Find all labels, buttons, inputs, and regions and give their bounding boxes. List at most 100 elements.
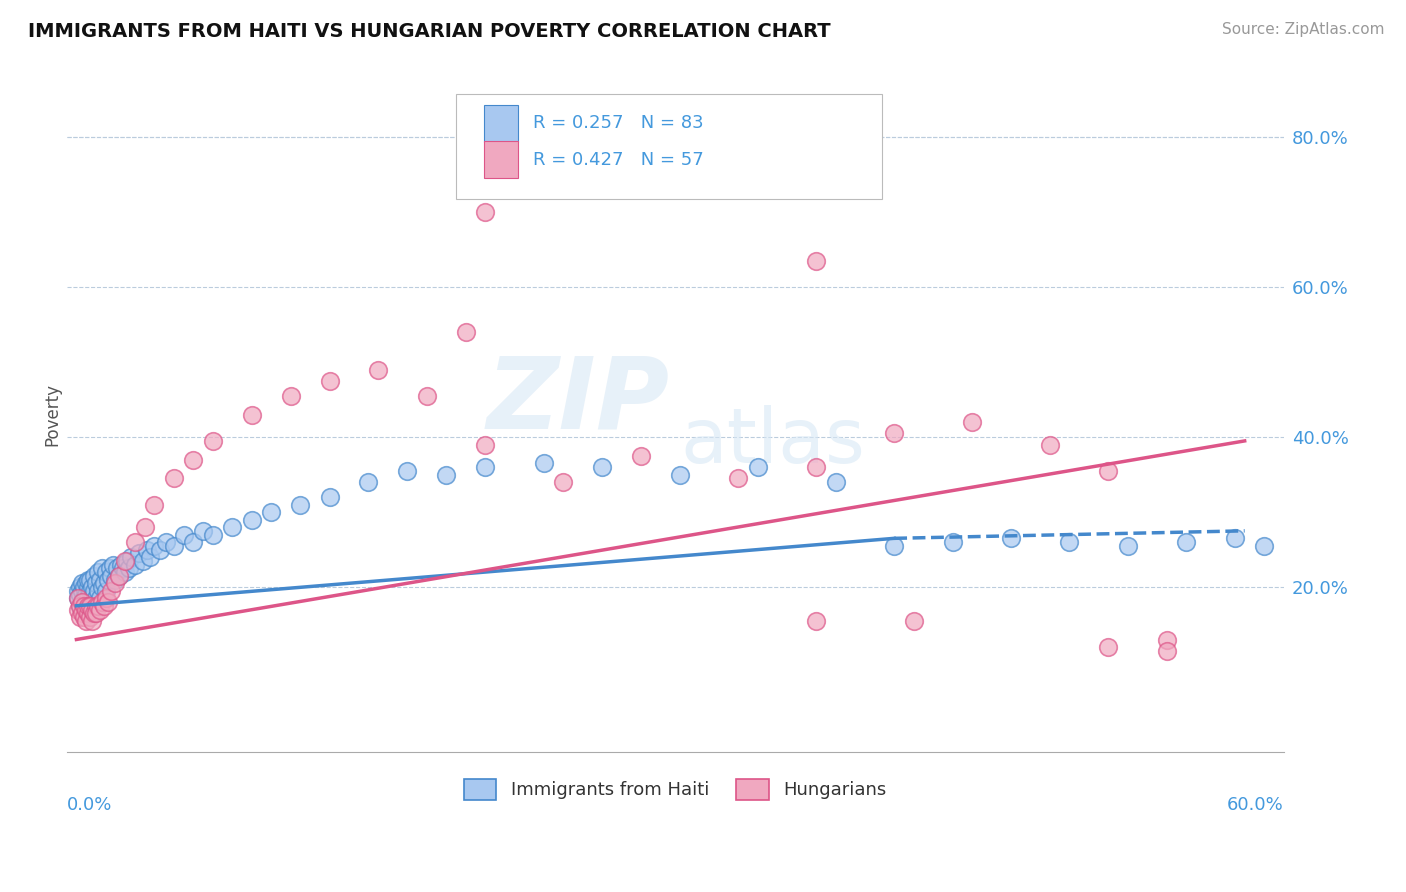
Point [474,205,496,219]
Point [163,539,186,553]
Point [181,535,204,549]
Point [883,539,905,553]
Point [367,362,389,376]
Point [143,498,166,512]
Point [79,599,101,613]
Point [87,599,110,613]
Point [396,464,419,478]
Point [824,475,846,489]
Point [942,535,965,549]
Point [806,460,828,475]
Point [77,573,100,587]
Y-axis label: Poverty: Poverty [44,384,60,446]
Point [89,602,111,616]
Point [80,614,103,628]
Point [128,546,150,560]
Text: atlas: atlas [681,405,865,479]
Point [77,607,100,621]
Point [260,505,283,519]
Point [90,580,112,594]
Point [318,490,340,504]
Point [108,569,131,583]
Point [93,599,115,613]
Point [240,408,263,422]
Point [124,535,146,549]
Point [280,389,302,403]
Point [149,542,172,557]
Text: IMMIGRANTS FROM HAITI VS HUNGARIAN POVERTY CORRELATION CHART: IMMIGRANTS FROM HAITI VS HUNGARIAN POVER… [28,22,831,41]
Point [84,607,107,621]
Point [181,452,204,467]
Point [72,607,94,621]
Point [163,471,186,485]
Point [120,550,142,565]
Point [94,591,117,606]
Point [115,554,138,568]
Text: R = 0.257   N = 83: R = 0.257 N = 83 [533,114,703,132]
FancyBboxPatch shape [456,95,882,199]
Point [806,614,828,628]
Point [90,595,112,609]
Text: 0.0%: 0.0% [66,796,112,814]
Point [1175,535,1198,549]
Point [67,591,90,606]
FancyBboxPatch shape [484,104,519,142]
Point [1097,464,1119,478]
Point [883,426,905,441]
Point [110,558,132,572]
Point [98,561,121,575]
Point [434,467,457,482]
Point [357,475,380,489]
Point [83,607,105,621]
Point [103,558,125,572]
Point [93,576,115,591]
Point [87,565,110,579]
Point [1156,632,1178,647]
Point [73,610,96,624]
Point [72,595,94,609]
Point [100,583,122,598]
Point [73,599,96,613]
Point [84,576,107,591]
Point [77,599,100,613]
Point [104,576,127,591]
Point [806,254,828,268]
Point [72,595,94,609]
Point [90,561,112,575]
Point [131,554,153,568]
Point [201,434,224,448]
Point [83,583,105,598]
Point [73,591,96,606]
Point [1223,532,1246,546]
FancyBboxPatch shape [484,141,519,178]
Point [960,415,983,429]
Point [533,456,555,470]
Point [240,513,263,527]
Point [87,583,110,598]
Point [104,573,127,587]
Point [669,467,692,482]
Point [118,561,141,575]
Point [73,580,96,594]
Point [75,576,97,591]
Point [114,565,136,579]
Point [1116,539,1139,553]
Point [75,614,97,628]
Point [80,591,103,606]
Point [630,449,652,463]
Point [124,558,146,572]
Point [79,610,101,624]
Point [94,565,117,579]
Legend: Immigrants from Haiti, Hungarians: Immigrants from Haiti, Hungarians [457,772,894,807]
Point [173,527,195,541]
Point [318,374,340,388]
Point [114,554,136,568]
Point [84,591,107,606]
Point [67,602,90,616]
Point [1059,535,1081,549]
Point [73,599,96,613]
Point [77,591,100,606]
Point [97,595,120,609]
Point [155,535,177,549]
Point [201,527,224,541]
